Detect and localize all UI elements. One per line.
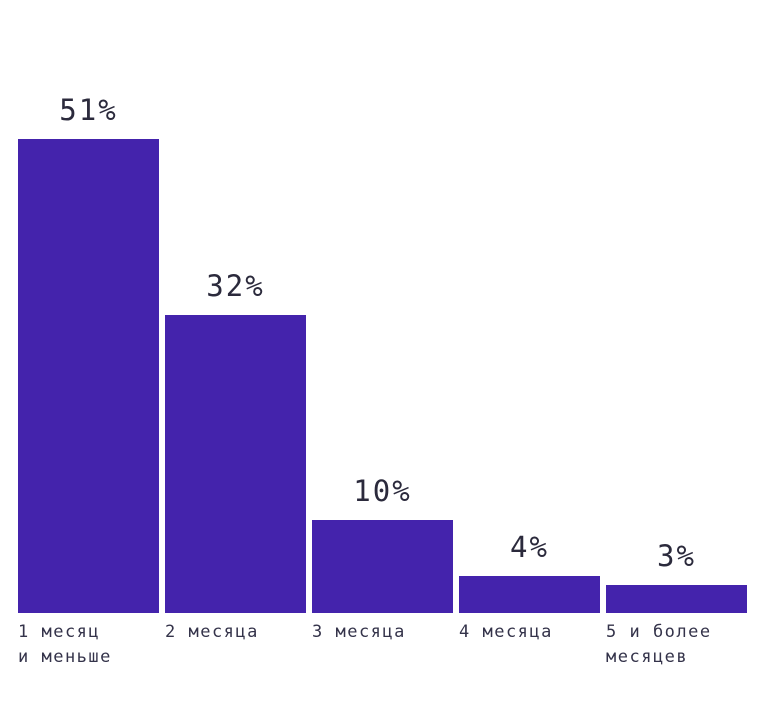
bar-value-label: 51%	[59, 93, 118, 127]
bars-row: 51% 32% 10% 4% 3%	[18, 0, 747, 613]
bar-category-label: 1 месяц и меньше	[18, 622, 112, 667]
bar	[312, 520, 453, 613]
bar-column: 10%	[312, 474, 453, 613]
bar	[606, 585, 747, 613]
bar-category-label: 5 и более месяцев	[606, 622, 712, 667]
bar-category-label: 4 месяца	[459, 622, 553, 642]
category-labels-row: 1 месяц и меньше 2 месяца 3 месяца 4 месяца 5…	[18, 620, 747, 670]
bar-value-label: 3%	[657, 539, 696, 573]
bar	[165, 315, 306, 613]
bar-column: 3%	[606, 539, 747, 613]
bar	[18, 139, 159, 613]
bar-value-label: 4%	[510, 530, 549, 564]
bar-category-label: 3 месяца	[312, 622, 406, 642]
bar-category-label: 2 месяца	[165, 622, 259, 642]
bar	[459, 576, 600, 613]
bar-value-label: 32%	[206, 269, 265, 303]
bar-column: 51%	[18, 93, 159, 613]
bar-value-label: 10%	[353, 474, 412, 508]
bar-column: 4%	[459, 530, 600, 613]
bar-column: 32%	[165, 269, 306, 613]
